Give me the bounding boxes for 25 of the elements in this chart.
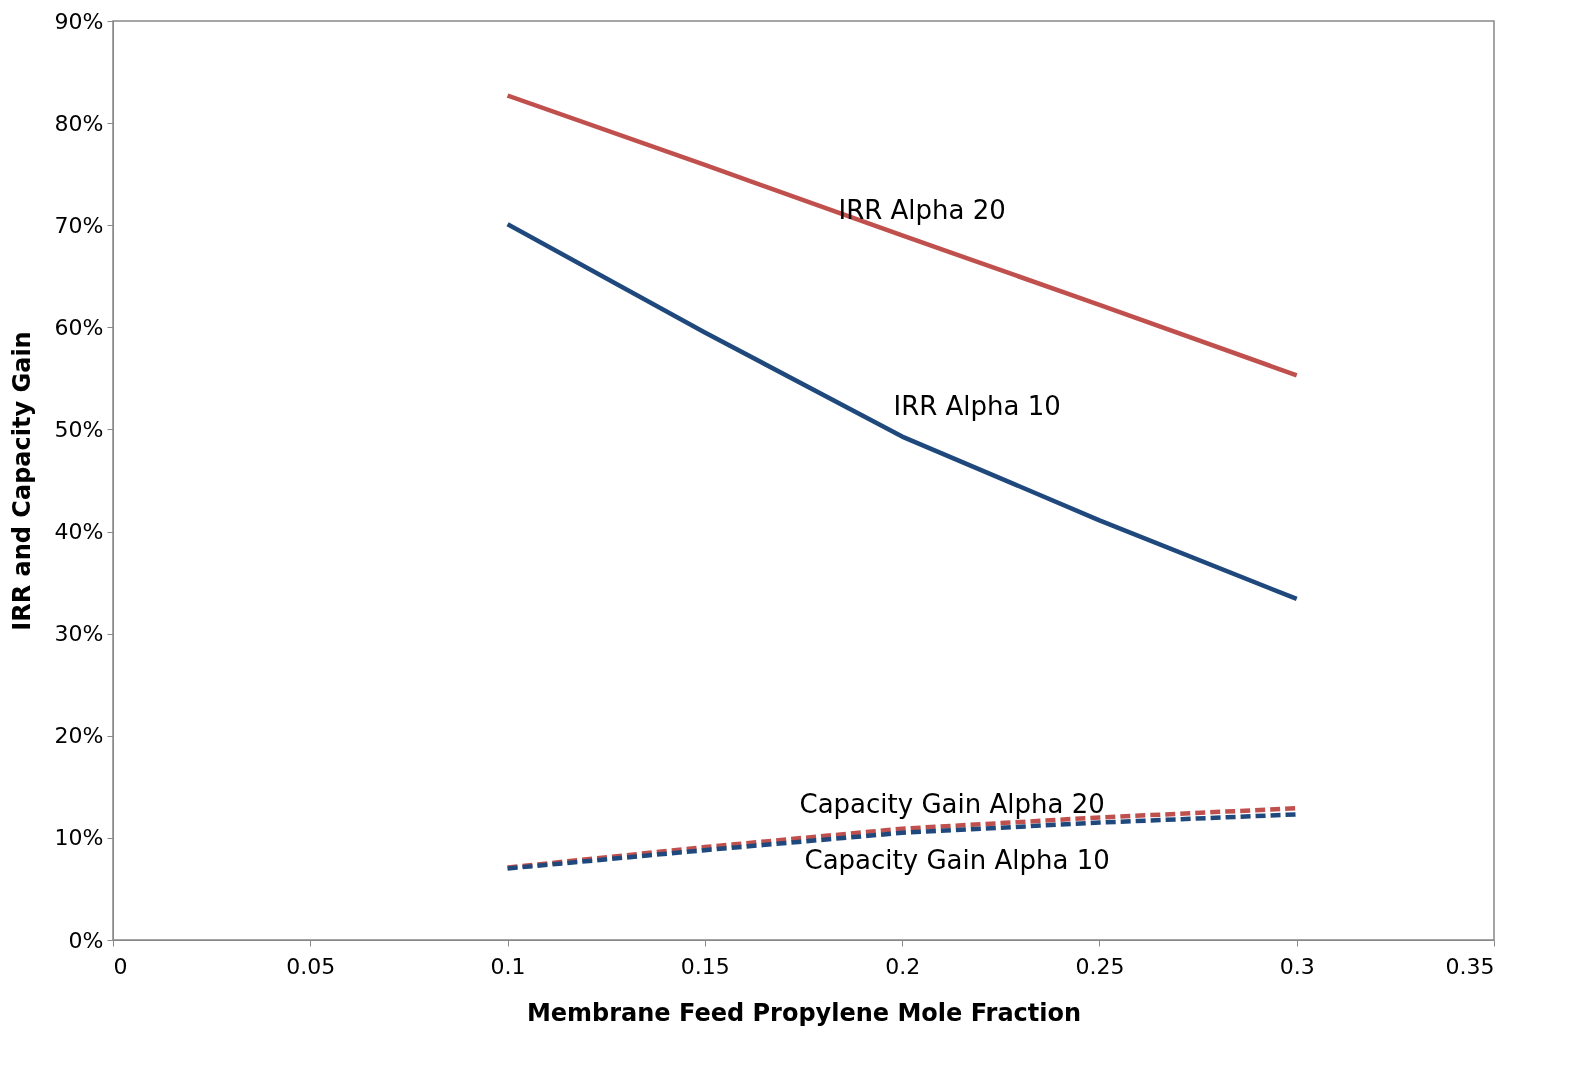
series-label: IRR Alpha 20 [838, 195, 1006, 226]
y-axis-title: IRR and Capacity Gain [7, 331, 36, 631]
x-tick-label: 0.1 [490, 953, 526, 979]
x-tick-label: 0.25 [1075, 953, 1125, 979]
x-tick-label: 0.2 [885, 953, 921, 979]
x-tick-label: 0.15 [680, 953, 730, 979]
y-tick-label: 0% [68, 927, 104, 953]
x-tick-label: 0 [113, 953, 128, 979]
y-tick-label: 80% [54, 110, 104, 136]
y-tick-label: 60% [54, 314, 104, 340]
y-tick-label: 90% [54, 8, 104, 34]
x-tick-label: 0.05 [286, 953, 336, 979]
y-tick-label: 30% [54, 621, 104, 647]
y-tick-label: 20% [54, 723, 104, 749]
x-tick-label: 0.3 [1279, 953, 1315, 979]
y-tick-label: 10% [54, 825, 104, 851]
line-series [505, 93, 1299, 378]
series-label: Capacity Gain Alpha 10 [804, 844, 1110, 875]
x-axis-title: Membrane Feed Propylene Mole Fraction [526, 998, 1082, 1027]
y-tick-label: 40% [54, 519, 104, 545]
series-label: IRR Alpha 10 [893, 390, 1061, 421]
y-tick-label: 70% [54, 212, 104, 238]
x-tick-label: 0.35 [1445, 953, 1495, 979]
series-label: Capacity Gain Alpha 20 [799, 788, 1105, 819]
y-tick-label: 50% [54, 416, 104, 442]
